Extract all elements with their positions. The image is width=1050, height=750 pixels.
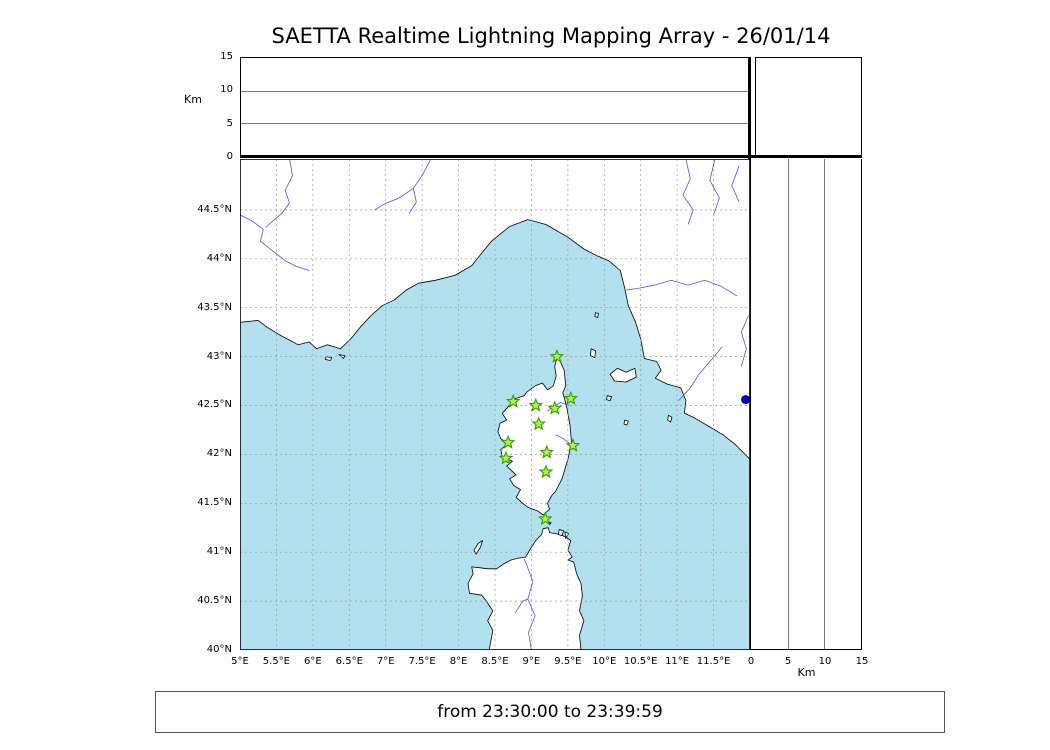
lon-axis-ticks: 5°E 5.5°E 6°E 6.5°E 7°E 7.5°E 8°E 8.5°E 9°E 9.5°E… <box>231 656 750 670</box>
map-panel <box>240 159 750 650</box>
time-range-text: from 23:30:00 to 23:39:59 <box>437 702 663 722</box>
river <box>678 346 723 401</box>
river <box>740 315 749 367</box>
station-marker <box>547 400 563 415</box>
river <box>374 159 432 211</box>
lat-tick-label: 42°N <box>206 448 232 460</box>
station-marker <box>549 348 565 363</box>
river <box>408 188 417 215</box>
alt-tick-label: 0 <box>747 656 755 667</box>
separator-horizontal <box>240 155 862 158</box>
alt-tick-label: 5 <box>226 117 233 129</box>
coast-island <box>606 395 612 401</box>
coast-sardinia <box>467 527 585 650</box>
coast-island <box>590 348 596 358</box>
altitude-grid-line <box>241 123 749 125</box>
station-marker <box>539 444 554 459</box>
river <box>265 159 293 228</box>
coast-mainland <box>240 159 750 460</box>
lon-tick-label: 7°E <box>376 656 395 667</box>
coast-island <box>609 367 637 383</box>
river <box>555 434 572 445</box>
alt-axis-label-right: Km <box>797 666 816 679</box>
alt-axis-label-top: Km <box>184 93 202 106</box>
river <box>731 165 740 203</box>
lon-tick-label: 11°E <box>665 656 690 667</box>
river <box>515 598 528 614</box>
map-border <box>240 159 750 650</box>
station-marker <box>565 437 581 452</box>
lon-tick-label: 8.5°E <box>481 656 509 667</box>
lon-tick-label: 6°E <box>304 656 322 667</box>
river <box>240 214 310 271</box>
river <box>547 402 570 412</box>
lat-tick-label: 43°N <box>206 350 232 362</box>
lon-tick-label: 10.5°E <box>623 656 658 667</box>
coast-island <box>324 356 333 361</box>
lat-tick-label: 43.5°N <box>197 301 232 313</box>
lon-tick-label: 10°E <box>592 656 617 667</box>
lat-tick-label: 44.5°N <box>197 203 232 215</box>
altitude-grid-line <box>787 159 789 649</box>
lon-tick-label: 11.5°E <box>696 656 731 667</box>
lightning-source-point <box>741 395 750 405</box>
panel-altitude-longitude <box>240 57 750 157</box>
page-title: SAETTA Realtime Lightning Mapping Array … <box>271 24 831 48</box>
station-marker <box>531 416 547 431</box>
coast-island <box>623 419 629 426</box>
station-marker <box>537 511 553 526</box>
alt-axis-ticks-right: 0 5 10 15 <box>747 656 869 670</box>
lon-tick-label: 7.5°E <box>408 656 436 667</box>
alt-tick-label: 15 <box>220 51 233 62</box>
station-marker <box>538 464 554 479</box>
lon-tick-label: 9°E <box>522 656 541 667</box>
river <box>523 558 536 650</box>
river <box>626 279 738 297</box>
river <box>682 159 694 225</box>
alt-axis-ticks-top: 0 5 10 15 <box>200 51 233 162</box>
lat-tick-label: 41.5°N <box>197 497 232 509</box>
coast-island <box>564 531 569 539</box>
lon-tick-label: 9.5°E <box>554 656 582 667</box>
lat-tick-label: 40°N <box>206 644 232 655</box>
alt-tick-label: 10 <box>818 656 832 667</box>
station-marker <box>528 397 544 412</box>
station-marker <box>500 434 516 449</box>
coast-island <box>594 312 599 318</box>
altitude-grid-line <box>824 159 826 649</box>
coast-island <box>667 414 673 423</box>
lat-axis-ticks: 40°N 40.5°N 41°N 41.5°N 42°N 42.5°N 43°N 43.5°N… <box>168 159 236 655</box>
station-marker <box>498 450 514 465</box>
coast-island <box>558 529 564 536</box>
lat-tick-label: 44°N <box>206 252 232 264</box>
alt-tick-label: 5 <box>784 656 792 667</box>
alt-tick-label: 15 <box>855 656 869 667</box>
lon-tick-label: 8°E <box>449 656 468 667</box>
lat-tick-label: 40.5°N <box>197 595 232 607</box>
alt-tick-label: 0 <box>226 151 233 162</box>
alt-tick-label: 10 <box>220 84 233 96</box>
lat-tick-label: 42.5°N <box>197 399 232 411</box>
panel-altitude-latitude <box>751 159 862 650</box>
altitude-grid-line <box>241 90 749 92</box>
time-range-box: from 23:30:00 to 23:39:59 <box>155 691 945 733</box>
lon-tick-label: 5°E <box>231 656 249 667</box>
lon-tick-label: 5.5°E <box>262 656 291 667</box>
lon-tick-label: 6.5°E <box>335 656 363 667</box>
station-marker <box>563 390 579 405</box>
station-marker <box>505 393 521 408</box>
coast-island <box>473 540 483 555</box>
panel-altitude-histogram <box>755 57 862 157</box>
lat-tick-label: 41°N <box>206 546 232 558</box>
river <box>709 159 720 215</box>
